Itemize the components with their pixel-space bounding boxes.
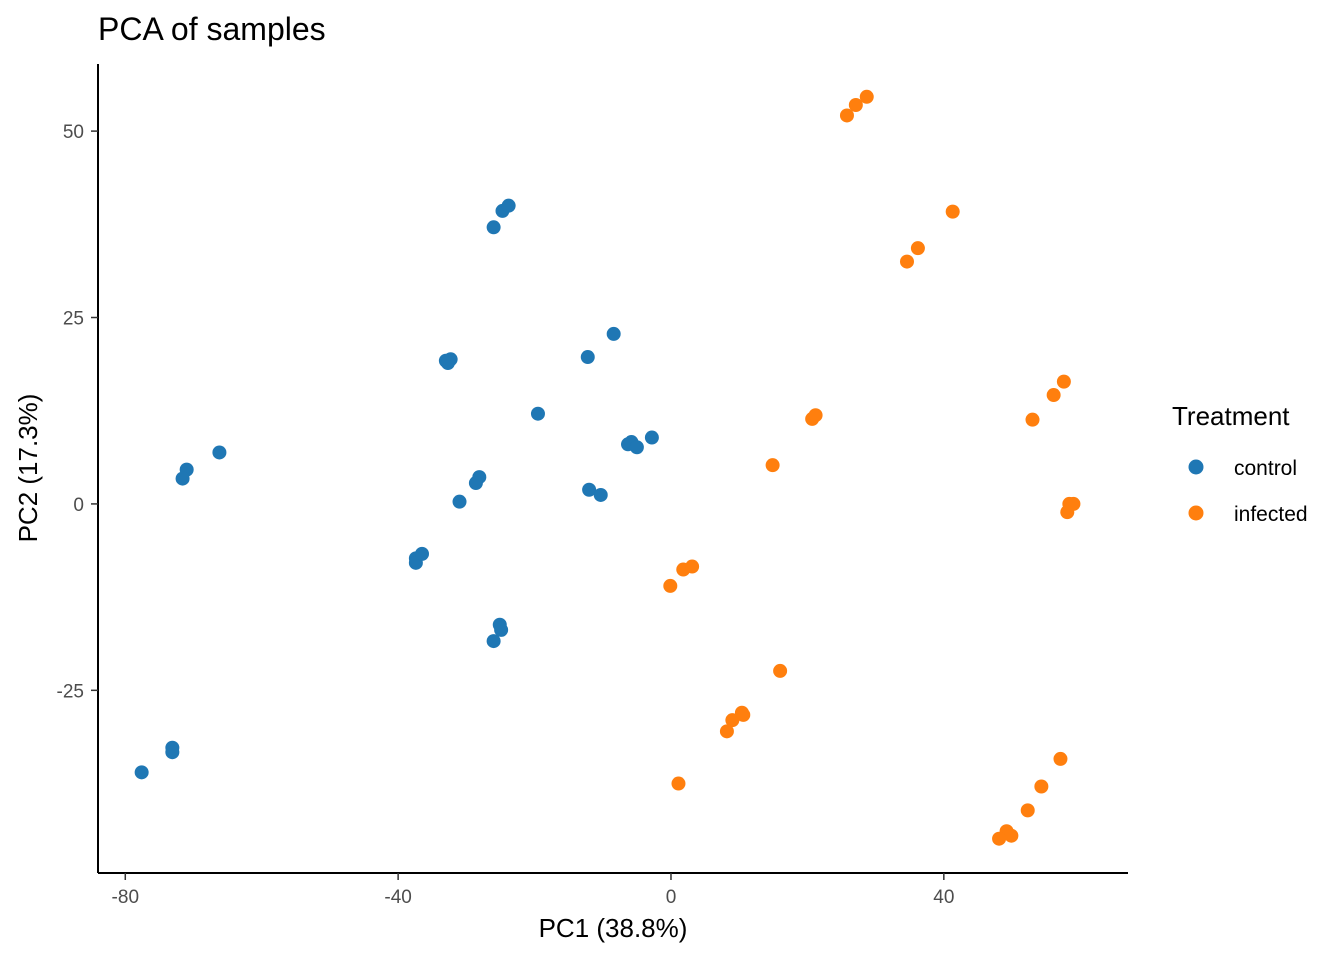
- data-point-infected: [1053, 751, 1068, 766]
- data-point-control: [580, 350, 595, 365]
- data-point-control: [486, 220, 501, 235]
- x-tick-label: 0: [666, 887, 677, 908]
- points-layer: [134, 89, 1081, 846]
- data-point-infected: [773, 663, 788, 678]
- data-point-control: [175, 471, 190, 486]
- data-point-infected: [1004, 828, 1019, 843]
- data-point-control: [440, 355, 455, 370]
- plot-area: -80 -40 0 40 50 25 0 -25: [57, 64, 1128, 908]
- x-tick-label: -80: [112, 887, 139, 908]
- data-point-infected: [945, 204, 960, 219]
- legend-key-infected: [1188, 505, 1204, 521]
- data-point-control: [452, 494, 467, 509]
- data-point-infected: [839, 108, 854, 123]
- data-point-control: [644, 430, 659, 445]
- data-point-infected: [859, 89, 874, 104]
- legend-title: Treatment: [1172, 401, 1290, 431]
- data-point-control: [468, 476, 483, 491]
- y-ticks: 50 25 0 -25: [57, 122, 98, 702]
- data-point-infected: [736, 707, 751, 722]
- data-point-control: [212, 445, 227, 460]
- data-point-control: [530, 406, 545, 421]
- data-point-control: [501, 198, 516, 213]
- data-point-infected: [685, 559, 700, 574]
- data-point-control: [494, 622, 509, 637]
- data-point-infected: [899, 254, 914, 269]
- legend-items: control infected: [1188, 457, 1308, 526]
- data-point-infected: [1020, 803, 1035, 818]
- data-point-control: [606, 326, 621, 341]
- legend-label-control: control: [1234, 457, 1297, 480]
- data-point-infected: [910, 241, 925, 256]
- y-tick-label: -25: [57, 681, 84, 702]
- data-point-control: [486, 634, 501, 649]
- data-point-infected: [671, 776, 686, 791]
- y-tick-label: 0: [73, 495, 84, 516]
- legend: Treatment control infected: [1172, 401, 1308, 526]
- data-point-control: [134, 765, 149, 780]
- x-tick-label: 40: [933, 887, 954, 908]
- data-point-infected: [1046, 388, 1061, 403]
- data-point-control: [165, 745, 180, 760]
- data-point-control: [629, 440, 644, 455]
- y-tick-label: 25: [63, 309, 84, 330]
- chart-title: PCA of samples: [98, 11, 326, 47]
- data-point-control: [582, 482, 597, 497]
- data-point-infected: [848, 98, 863, 113]
- legend-label-infected: infected: [1234, 503, 1308, 526]
- data-point-infected: [1034, 779, 1049, 794]
- y-axis-title: PC2 (17.3%): [13, 394, 43, 543]
- legend-key-control: [1188, 459, 1204, 475]
- data-point-control: [593, 487, 608, 502]
- data-point-infected: [1025, 412, 1040, 427]
- x-tick-label: -40: [384, 887, 411, 908]
- x-axis-title: PC1 (38.8%): [539, 913, 688, 943]
- data-point-infected: [765, 458, 780, 473]
- data-point-infected: [719, 724, 734, 739]
- data-point-infected: [1060, 505, 1075, 520]
- data-point-infected: [808, 408, 823, 423]
- data-point-infected: [1056, 374, 1071, 389]
- data-point-infected: [725, 713, 740, 728]
- data-point-infected: [663, 578, 678, 593]
- x-ticks: -80 -40 0 40: [112, 873, 954, 908]
- data-point-control: [415, 546, 430, 561]
- y-tick-label: 50: [63, 122, 84, 143]
- data-point-infected: [992, 831, 1007, 846]
